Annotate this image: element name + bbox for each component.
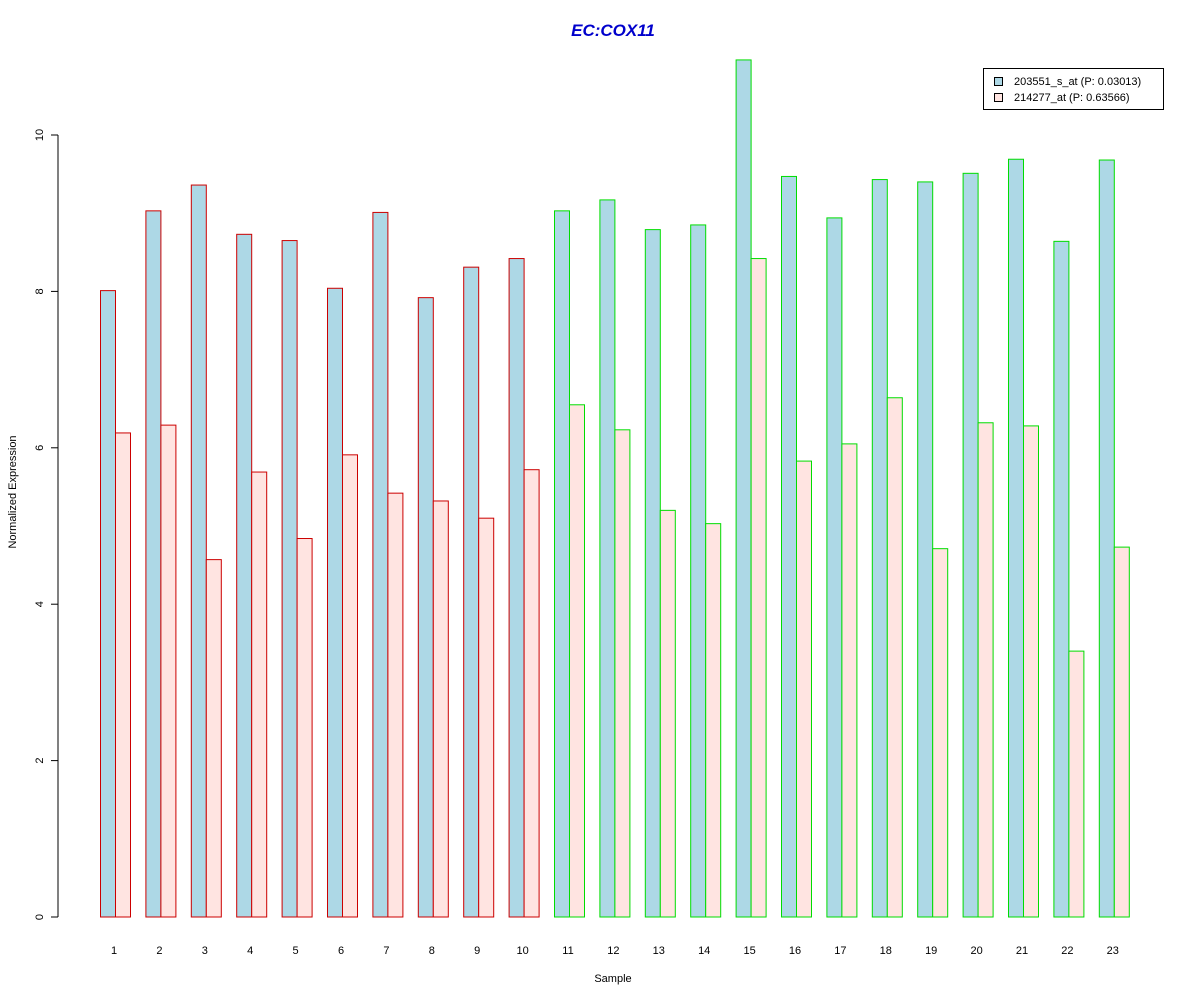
bar-series-2 [251,471,268,918]
legend: 203551_s_at (P: 0.03013) 214277_at (P: 0.… [983,68,1164,110]
bar-series-2 [160,424,177,918]
bar-series-1 [463,266,480,918]
bar-series-1 [962,172,979,918]
x-tick-label: 4 [247,945,253,957]
x-tick-label: 2 [156,945,162,957]
y-tick-label: 8 [34,288,46,294]
x-tick-label: 10 [516,945,528,957]
bar-series-2 [796,460,812,918]
x-axis-label: Sample [594,973,631,985]
bar-series-2 [523,469,540,918]
y-axis: 0 2 4 6 8 10 [34,129,59,920]
y-tick-label: 2 [34,758,46,764]
x-tick-label: 8 [429,945,435,957]
x-tick-label: 23 [1107,945,1119,957]
bar-series-1 [781,175,797,918]
bar-series-2 [205,559,222,918]
x-tick-label: 6 [338,945,344,957]
bar-series-2 [659,509,676,918]
y-tick-label: 10 [34,129,46,141]
bar-series-1 [735,59,752,918]
bars [100,59,1130,918]
bar-series-2 [432,500,449,918]
x-tick-label: 22 [1061,945,1073,957]
bar-series-1 [917,181,934,918]
x-tick-label: 16 [789,945,801,957]
bar-series-1 [1008,158,1024,918]
x-tick-label: 12 [607,945,619,957]
bar-series-1 [690,224,707,918]
legend-box [983,68,1164,110]
bar-series-1 [417,297,434,918]
bar-series-1 [190,184,207,918]
bar-series-2 [569,404,585,918]
x-tick-label: 20 [970,945,982,957]
x-tick-label: 19 [925,945,937,957]
bar-series-1 [281,240,298,918]
legend-label: 214277_at (P: 0.63566) [1014,92,1130,104]
x-tick-label: 11 [562,945,573,957]
bar-series-1 [1053,240,1070,918]
bar-series-2 [1068,650,1085,918]
bar-series-2 [977,422,994,918]
x-tick-label: 14 [698,945,710,957]
x-tick-label: 7 [383,945,389,957]
bar-series-1 [554,210,570,918]
bar-series-1 [100,290,116,918]
legend-label: 203551_s_at (P: 0.03013) [1014,76,1141,88]
bar-series-2 [1023,425,1039,918]
bar-series-1 [236,233,253,918]
bar-series-2 [841,443,858,918]
bar-series-1 [508,258,525,918]
bar-series-1 [599,199,616,918]
y-tick-label: 0 [34,914,46,920]
x-tick-label: 17 [834,945,846,957]
x-tick-label: 3 [202,945,208,957]
bar-series-1 [644,229,661,918]
bar-series-2 [614,429,631,918]
bar-series-2 [387,492,404,918]
chart-title: EC:COX11 [571,21,655,40]
bar-series-2 [705,523,722,918]
bar-series-1 [871,179,888,918]
legend-swatch [994,77,1003,86]
x-tick-label: 18 [880,945,892,957]
bar-series-1 [372,211,389,918]
bar-series-1 [826,217,843,918]
x-tick-label: 1 [111,945,117,957]
x-tick-label: 15 [743,945,755,957]
bar-series-2 [115,432,131,918]
x-tick-label: 5 [293,945,299,957]
bar-series-2 [1113,546,1130,918]
bar-series-1 [145,210,162,918]
x-tick-label: 9 [474,945,480,957]
bar-series-2 [886,397,903,918]
bar-series-1 [327,287,343,918]
y-tick-label: 4 [34,601,46,607]
bar-series-2 [750,258,767,918]
x-tick-labels: 1 2 3 4 5 6 7 8 9 10 11 12 13 14 15 16 17 18 19 20 21 22 23 [111,945,1119,957]
x-tick-label: 21 [1016,945,1028,957]
legend-swatch [994,93,1003,102]
bar-series-2 [342,454,358,918]
bar-series-2 [296,538,313,918]
y-tick-label: 6 [34,445,46,451]
bar-series-2 [478,517,495,918]
y-axis-label: Normalized Expression [7,435,19,548]
bar-series-1 [1098,159,1115,918]
bar-series-2 [932,548,949,918]
x-tick-label: 13 [653,945,665,957]
